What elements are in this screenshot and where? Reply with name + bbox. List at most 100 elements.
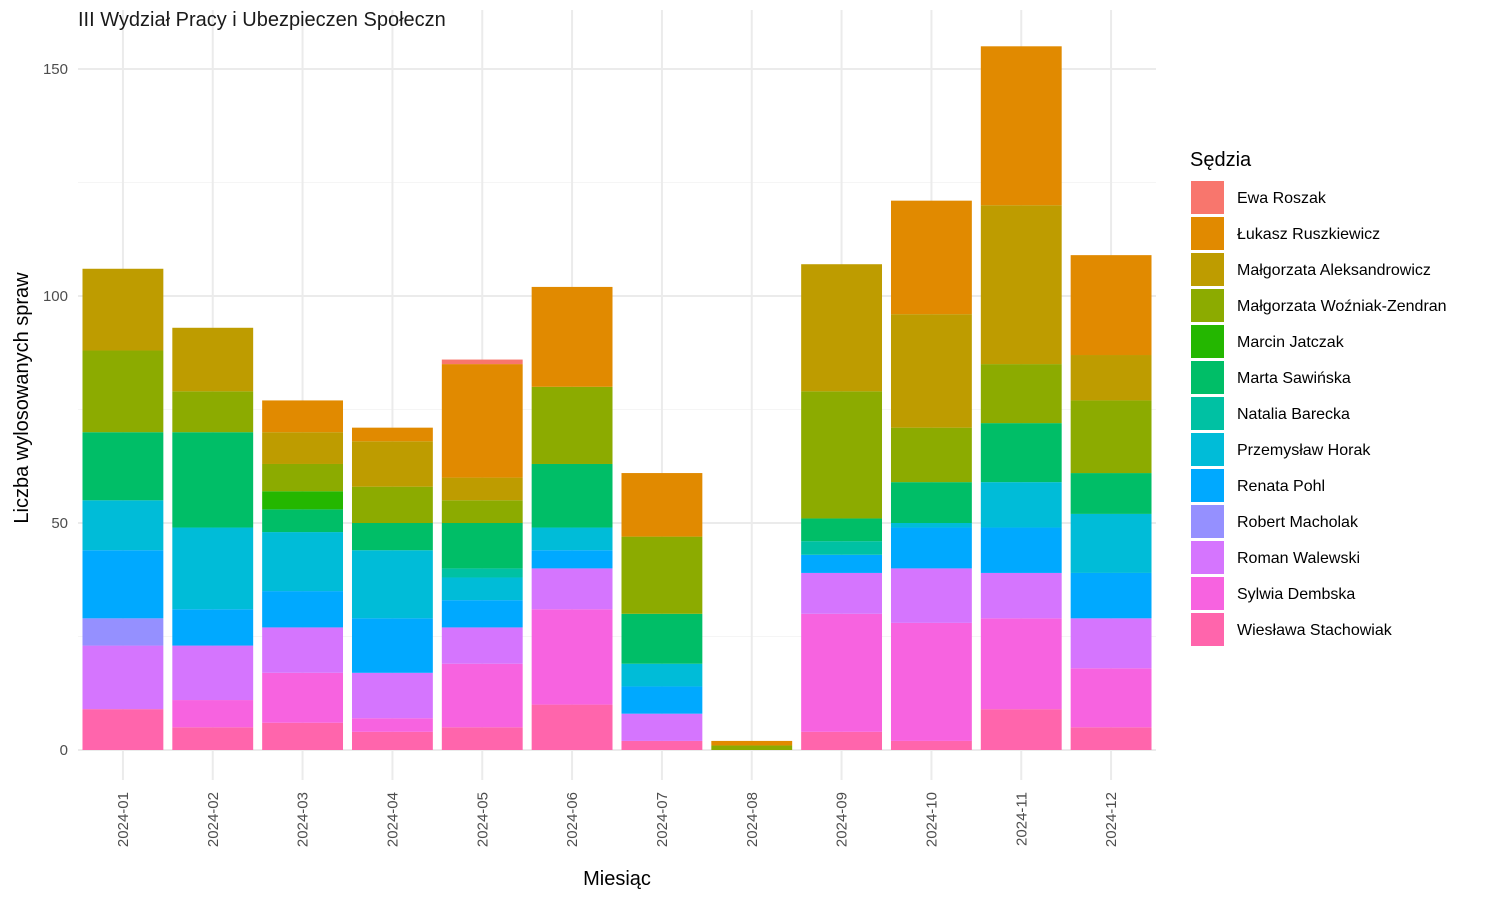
- legend-swatch: [1191, 325, 1224, 358]
- bar-segment: [441, 500, 523, 523]
- bar-segment: [441, 568, 523, 578]
- bar-segment: [621, 473, 703, 537]
- bar-segment: [1070, 473, 1152, 514]
- bar-segment: [82, 645, 164, 710]
- legend-label: Przemysław Horak: [1237, 442, 1371, 459]
- bar-segment: [980, 46, 1062, 206]
- bar-segment: [441, 600, 523, 628]
- bar-segment: [801, 264, 883, 392]
- x-tick-label: 2024-06: [564, 792, 581, 847]
- bar-segment: [1070, 668, 1152, 728]
- x-tick-label: 2024-08: [744, 792, 761, 847]
- bar-segment: [1070, 355, 1152, 401]
- bar-segment: [82, 618, 164, 646]
- bar-segment: [801, 391, 883, 519]
- x-tick-label: 2024-05: [474, 792, 491, 847]
- legend-item: Renata Pohl: [1191, 469, 1325, 502]
- bar-segment: [980, 364, 1062, 424]
- legend-label: Renata Pohl: [1237, 478, 1325, 495]
- legend-label: Sylwia Dembska: [1237, 586, 1355, 603]
- bar-segment: [801, 572, 883, 614]
- legend-swatch: [1191, 613, 1224, 646]
- x-tick-label: 2024-02: [205, 792, 222, 847]
- bar-segment: [172, 327, 254, 392]
- bar-segment: [621, 613, 703, 664]
- bar-segment: [890, 568, 972, 623]
- x-tick-label: 2024-09: [834, 792, 851, 847]
- bar-segment: [172, 700, 254, 728]
- legend-item: Ewa Roszak: [1191, 181, 1327, 214]
- x-tick-label: 2024-04: [384, 792, 401, 847]
- y-axis-title: Liczba wylosowanych spraw: [11, 272, 33, 524]
- bar-segment: [801, 541, 883, 555]
- x-tick-label: 2024-01: [115, 792, 132, 847]
- bar-segment: [262, 627, 344, 673]
- bar-segment: [262, 509, 344, 533]
- legend-swatch: [1191, 433, 1224, 466]
- bar-segment: [351, 718, 433, 732]
- y-axis-ticks: 0 50 100 150: [43, 61, 68, 759]
- bar-segment: [172, 527, 254, 610]
- chart-title: III Wydział Pracy i Ubezpieczen Społeczn: [78, 9, 446, 31]
- legend-item: Roman Walewski: [1191, 541, 1360, 574]
- bar-segment: [980, 423, 1062, 483]
- bar-segment: [621, 740, 703, 750]
- legend-item: Małgorzata Aleksandrowicz: [1191, 253, 1431, 286]
- bar-segment: [1070, 572, 1152, 619]
- bar-segment: [82, 709, 164, 750]
- bar-segment: [172, 645, 254, 701]
- bar-segment: [890, 427, 972, 483]
- legend-item: Przemysław Horak: [1191, 433, 1371, 466]
- legend-label: Roman Walewski: [1237, 550, 1360, 567]
- x-axis-ticks: 2024-01 2024-02 2024-03 2024-04 2024-05 2024-…: [115, 792, 1120, 847]
- legend-item: Łukasz Ruszkiewicz: [1191, 217, 1380, 250]
- bar-segment: [262, 463, 344, 492]
- bar-segment: [1070, 513, 1152, 573]
- legend-swatch: [1191, 217, 1224, 250]
- bar-segment: [980, 572, 1062, 619]
- bar-segment: [351, 427, 433, 442]
- bar-segment: [980, 618, 1062, 710]
- y-tick-label: 150: [43, 61, 68, 78]
- bar-segment: [801, 613, 883, 732]
- bar-segment: [531, 609, 613, 705]
- bar-segment: [801, 554, 883, 573]
- bar-segment: [262, 400, 344, 433]
- bar-segment: [890, 523, 972, 528]
- bar-segment: [82, 350, 164, 433]
- bar-segment: [531, 286, 613, 387]
- bar-segment: [621, 686, 703, 714]
- bar-segment: [1070, 255, 1152, 356]
- bar-segment: [621, 663, 703, 687]
- x-axis-title: Miesiąc: [583, 868, 651, 890]
- legend-label: Wiesława Stachowiak: [1237, 622, 1393, 639]
- legend-swatch: [1191, 361, 1224, 394]
- bar-segment: [441, 364, 523, 478]
- y-tick-label: 100: [43, 288, 68, 305]
- bar-segment: [262, 432, 344, 464]
- bar-segment: [1070, 400, 1152, 474]
- bar-segment: [82, 432, 164, 501]
- legend-label: Małgorzata Woźniak-Zendran: [1237, 298, 1447, 315]
- x-tick-label: 2024-11: [1013, 792, 1030, 846]
- legend-swatch: [1191, 577, 1224, 610]
- x-tick-label: 2024-03: [295, 792, 312, 847]
- bar-segment: [801, 731, 883, 750]
- bar-segment: [351, 486, 433, 523]
- legend-label: Natalia Barecka: [1237, 406, 1350, 423]
- legend-swatch: [1191, 469, 1224, 502]
- legend-item: Marta Sawińska: [1191, 361, 1351, 394]
- bar-segment: [351, 618, 433, 673]
- bar-segment: [980, 527, 1062, 573]
- x-tick-label: 2024-10: [923, 792, 940, 847]
- bar-segment: [262, 722, 344, 750]
- bar-segment: [531, 550, 613, 569]
- bar-segment: [441, 359, 523, 365]
- bar-segment: [351, 523, 433, 551]
- bar-segment: [890, 740, 972, 750]
- legend-item: Marcin Jatczak: [1191, 325, 1345, 358]
- bar-segment: [890, 200, 972, 315]
- bar-segment: [711, 740, 793, 746]
- bar-segment: [172, 432, 254, 528]
